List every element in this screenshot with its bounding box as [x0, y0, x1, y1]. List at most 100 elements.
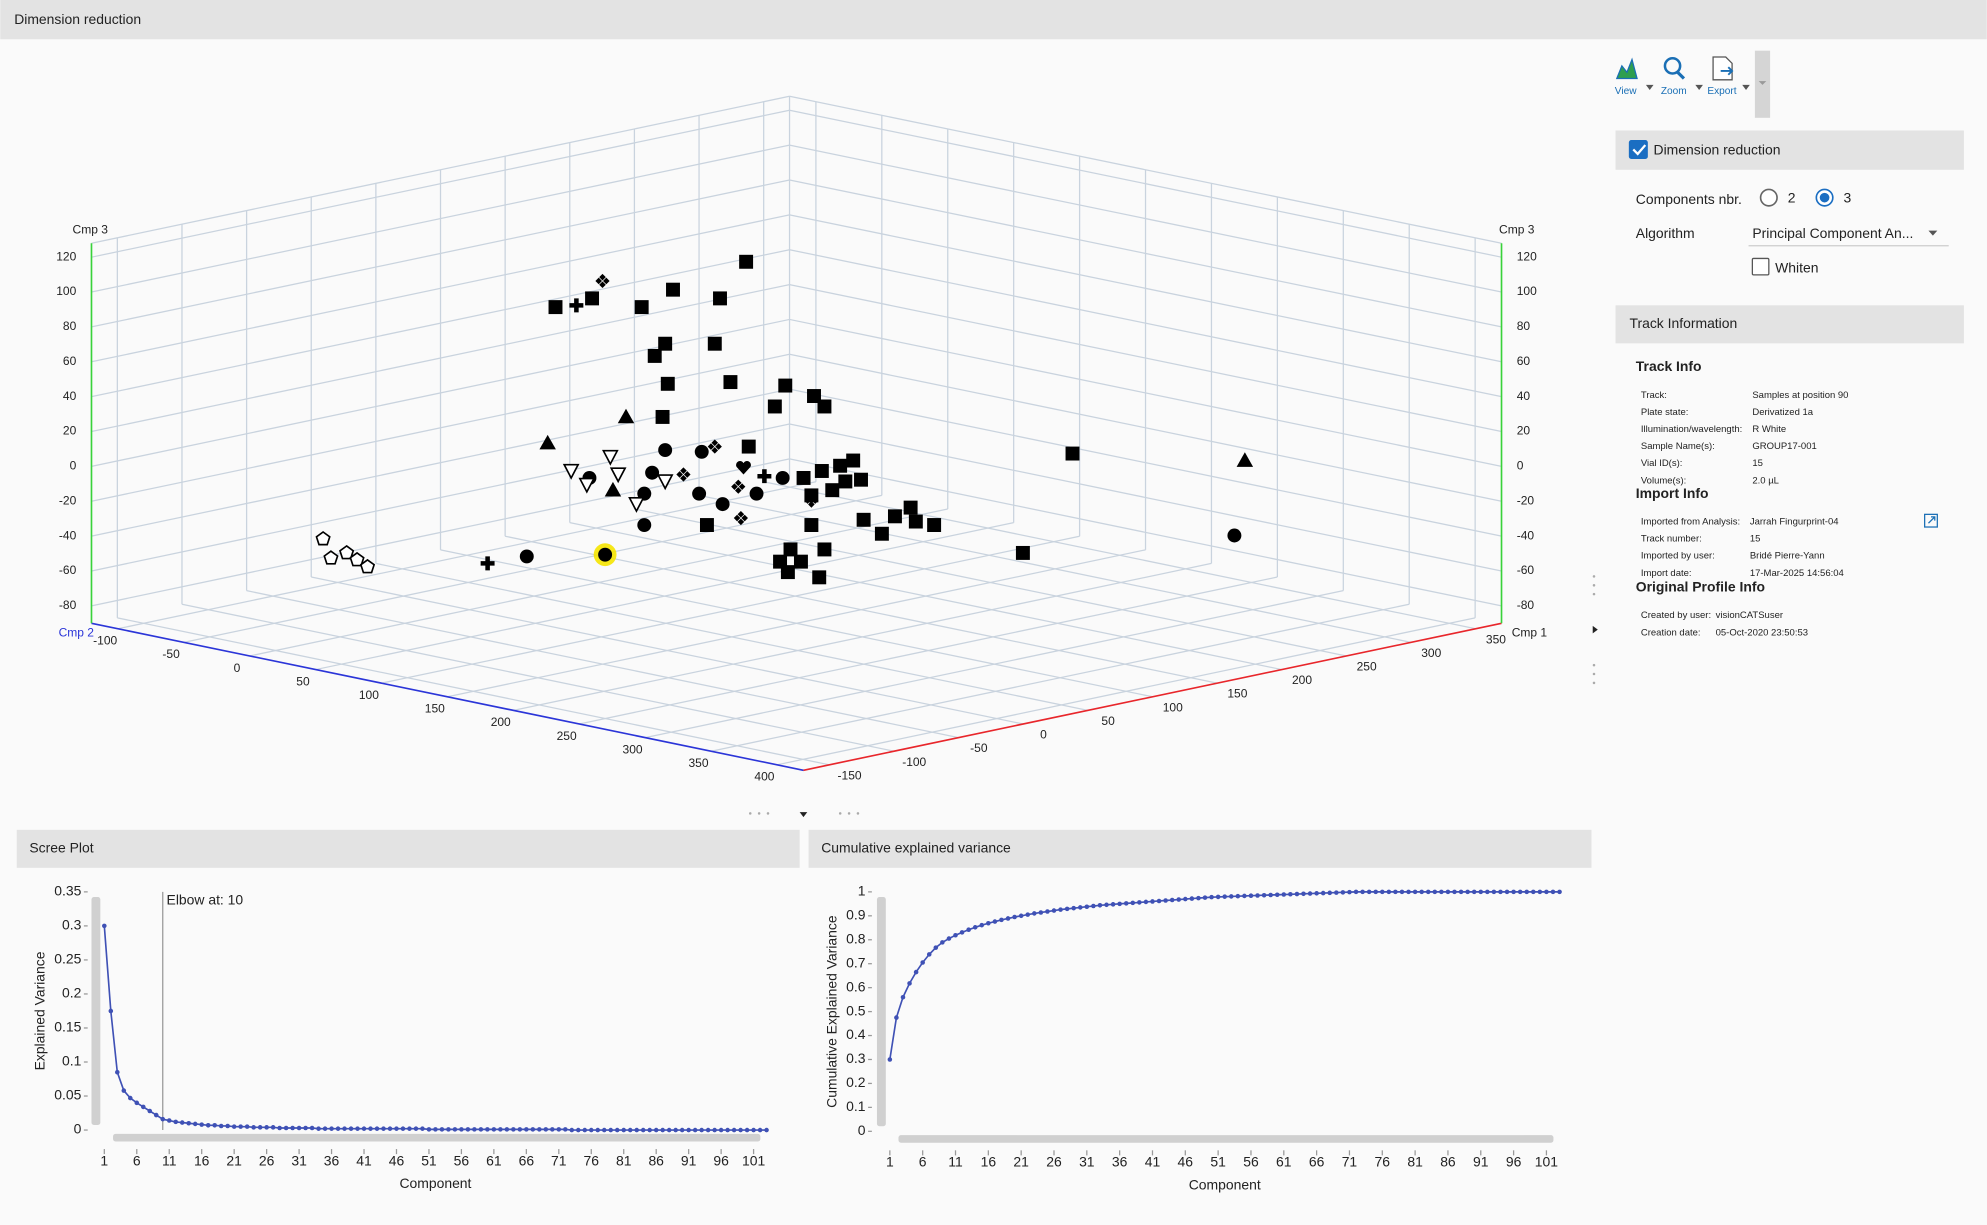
x-tick-label: 300 — [1421, 646, 1441, 660]
wall-grid-line — [789, 283, 1502, 433]
data-point — [205, 1123, 211, 1128]
x-tick-label: 350 — [1486, 632, 1506, 646]
algorithm-dropdown[interactable]: Principal Component An... — [1752, 225, 1913, 241]
data-point — [1117, 901, 1122, 907]
settings-header — [1615, 130, 1964, 170]
toolbar-icons — [1615, 50, 1771, 118]
data-point — [199, 1122, 204, 1127]
data-point — [465, 1127, 471, 1132]
data-point — [733, 510, 748, 526]
data-point — [257, 1125, 263, 1130]
data-point — [749, 486, 764, 501]
data-point — [666, 1127, 672, 1133]
data-point — [374, 1126, 380, 1131]
z-axis-title: Cmp 3 — [73, 223, 109, 237]
info-value: GROUP17-001 — [1752, 441, 1816, 452]
info-value: 2.0 µL — [1752, 475, 1779, 486]
toolbar-button[interactable]: Export — [1707, 86, 1736, 97]
data-point — [817, 542, 832, 557]
x-tick-label: 21 — [1013, 1154, 1029, 1170]
data-point — [783, 542, 798, 557]
x-tick-label: 31 — [1079, 1154, 1095, 1170]
data-point — [608, 1127, 614, 1133]
x-tick-label: 1 — [100, 1152, 108, 1168]
data-point — [491, 1127, 497, 1132]
z-tick-label: -80 — [1517, 598, 1535, 612]
x-tick-label: 61 — [1276, 1154, 1292, 1170]
info-label: Plate state: — [1641, 407, 1689, 418]
data-point — [707, 439, 722, 454]
data-point — [920, 960, 925, 965]
data-point — [908, 514, 923, 529]
z-tick-label: -40 — [59, 528, 77, 542]
toolbar-button[interactable]: View — [1615, 86, 1637, 97]
data-point — [1491, 889, 1497, 895]
data-point — [1255, 893, 1260, 898]
data-point — [653, 1127, 659, 1133]
y-tick-label: 0.3 — [846, 1050, 866, 1066]
data-point — [439, 1127, 445, 1132]
data-point — [1209, 894, 1214, 900]
info-label: Vial ID(s): — [1641, 458, 1683, 469]
data-point — [660, 376, 675, 391]
radio-button[interactable] — [1759, 188, 1778, 207]
whiten-label: Whiten — [1775, 259, 1818, 275]
data-point — [1281, 892, 1287, 897]
data-point — [692, 486, 707, 501]
data-point — [731, 1127, 737, 1133]
data-point — [640, 1127, 646, 1133]
y-tick-label: 0.3 — [62, 917, 82, 933]
data-point — [1176, 897, 1182, 902]
data-point — [627, 1127, 633, 1133]
data-point — [940, 940, 945, 945]
data-point — [887, 1057, 893, 1062]
x-tick-label: 11 — [162, 1152, 177, 1168]
data-point — [335, 1126, 341, 1131]
data-point — [946, 936, 952, 941]
data-point — [238, 1124, 243, 1129]
y-tick-label: 0.35 — [54, 883, 81, 899]
data-point — [856, 512, 871, 527]
data-point — [738, 1127, 743, 1133]
data-point — [348, 1126, 354, 1131]
wall-grid-line — [789, 353, 1502, 502]
data-point — [658, 443, 673, 458]
data-point — [264, 1125, 269, 1130]
wall-grid-line — [789, 109, 1502, 258]
enable-checkbox[interactable] — [1628, 139, 1648, 159]
data-point — [1498, 889, 1503, 895]
toolbar-button[interactable]: Zoom — [1661, 86, 1687, 97]
data-point — [1183, 896, 1188, 902]
data-point — [569, 298, 584, 313]
link-icon[interactable] — [1924, 513, 1938, 528]
whiten-checkbox[interactable] — [1751, 257, 1770, 276]
data-point — [1189, 896, 1195, 901]
z-tick-label: -60 — [1517, 563, 1535, 577]
data-point — [543, 1127, 549, 1132]
x-tick-label: 46 — [1178, 1154, 1194, 1170]
data-point — [1531, 889, 1536, 895]
data-point — [556, 1127, 562, 1132]
data-point — [999, 917, 1004, 923]
data-point — [1504, 889, 1510, 895]
data-point — [655, 409, 670, 424]
info-label: Imported from Analysis: — [1641, 516, 1740, 527]
z-tick-label: 60 — [63, 354, 77, 368]
data-point — [1301, 891, 1306, 897]
data-point — [121, 1088, 127, 1093]
z-tick-label: 40 — [1517, 389, 1531, 403]
data-point — [251, 1125, 256, 1130]
section-heading: Original Profile Info — [1636, 579, 1765, 595]
z-tick-label: 120 — [56, 249, 76, 263]
track-header — [1615, 305, 1964, 344]
data-point — [992, 919, 998, 924]
data-point — [1334, 890, 1339, 895]
z-tick-label: -80 — [59, 598, 77, 612]
section-heading: Track Info — [1636, 358, 1702, 374]
data-point — [355, 1126, 360, 1131]
data-point — [656, 474, 674, 491]
data-point — [666, 282, 680, 297]
wall-grid-line — [789, 423, 1502, 572]
x-tick-label: 51 — [421, 1152, 437, 1168]
y-axis-title: Cmp 2 — [59, 626, 95, 640]
